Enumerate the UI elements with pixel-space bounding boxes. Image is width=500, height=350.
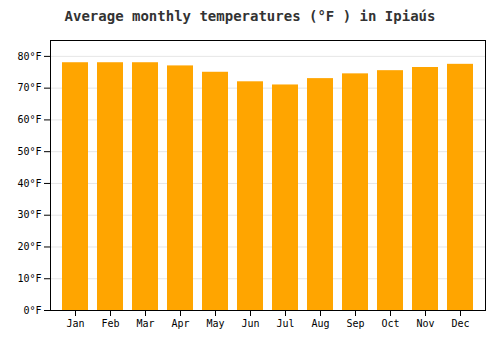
svg-text:Jul: Jul <box>276 318 294 329</box>
svg-text:10°F: 10°F <box>17 273 41 284</box>
svg-text:60°F: 60°F <box>17 114 41 125</box>
svg-text:50°F: 50°F <box>17 146 41 157</box>
svg-text:20°F: 20°F <box>17 241 41 252</box>
svg-text:Jun: Jun <box>241 318 259 329</box>
svg-text:Mar: Mar <box>136 318 154 329</box>
svg-text:30°F: 30°F <box>17 209 41 220</box>
svg-text:80°F: 80°F <box>17 51 41 62</box>
svg-text:Dec: Dec <box>451 318 469 329</box>
svg-text:0°F: 0°F <box>23 305 41 316</box>
html-text:Average monthly temperatures (: Average monthly temperatures (°F ) in Ip… <box>64 8 436 24</box>
svg-text:Aug: Aug <box>311 318 329 329</box>
svg-text:Sep: Sep <box>346 318 364 329</box>
svg-text:40°F: 40°F <box>17 178 41 189</box>
svg-text:Jan: Jan <box>66 318 84 329</box>
svg-text:Apr: Apr <box>171 318 189 329</box>
svg-text:May: May <box>206 318 224 329</box>
svg-text:Oct: Oct <box>381 318 399 329</box>
svg-text:Nov: Nov <box>416 318 434 329</box>
svg-text:70°F: 70°F <box>17 82 41 93</box>
svg-text:Feb: Feb <box>101 318 119 329</box>
